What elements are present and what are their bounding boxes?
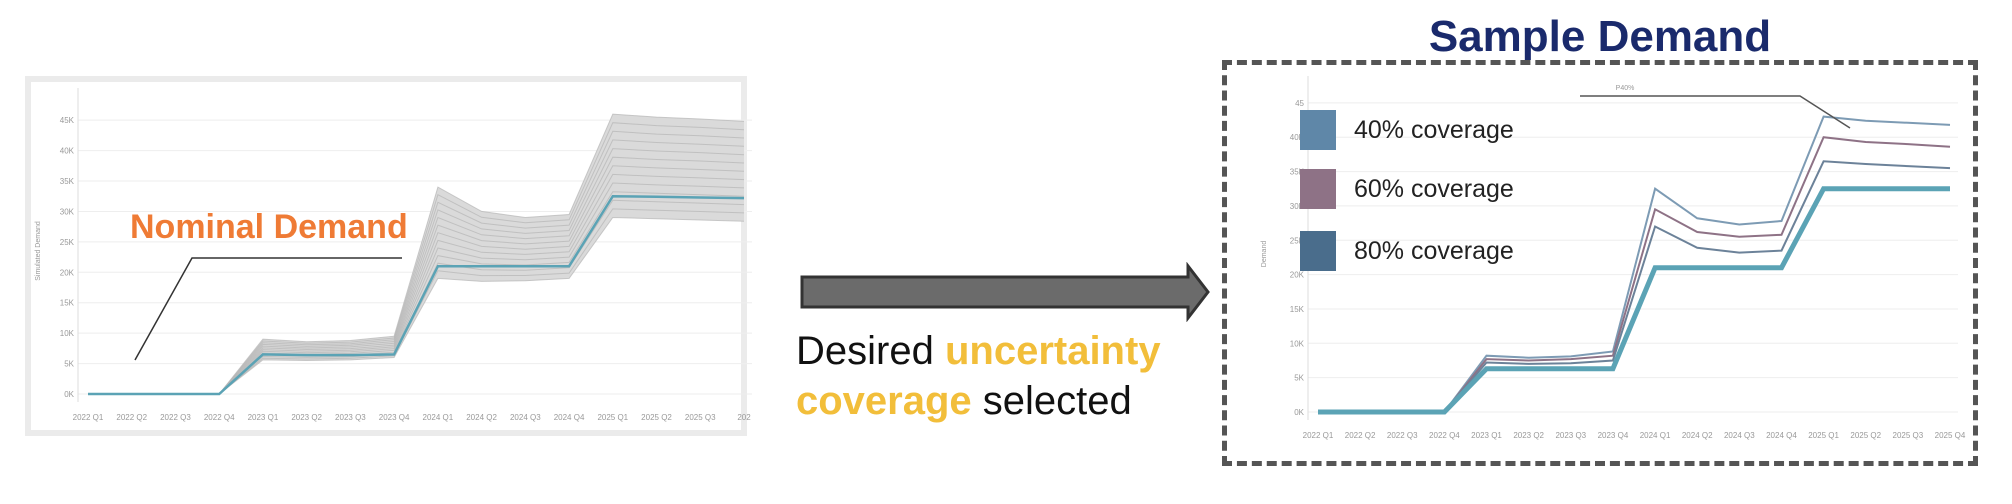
x-tick-label: 2025 Q1 [1808, 431, 1839, 440]
y-tick-label: 0K [64, 390, 74, 399]
y-tick-label: 40K [60, 147, 75, 156]
nominal-callout-line [134, 257, 402, 361]
annotation-callout-line [1580, 95, 1851, 129]
legend-label-80: 80% coverage [1354, 236, 1514, 265]
y-tick-label: 15K [60, 299, 75, 308]
caption-part2: selected [971, 379, 1132, 423]
y-tick-label: 35K [60, 177, 75, 186]
y-tick-label: 10K [60, 329, 75, 338]
x-tick-label: 2024 Q4 [1766, 431, 1797, 440]
x-tick-label: 2023 Q2 [291, 413, 322, 422]
x-tick-label: 2022 Q1 [73, 413, 104, 422]
nominal-demand-label: Nominal Demand [130, 208, 408, 246]
caption-accent-uncertainty: uncertainty [944, 329, 1161, 373]
y-tick-label: 20K [60, 268, 75, 277]
x-tick-label: 2022 Q3 [1387, 431, 1418, 440]
caption-text: Desired uncertainty coverage selected [796, 326, 1161, 426]
y-axis-title: Demand [1261, 241, 1268, 268]
nominal-demand-line [88, 194, 745, 396]
y-tick-label: 25K [60, 238, 75, 247]
y-tick-label: 30K [1290, 202, 1305, 211]
x-tick-label: 2023 Q1 [1471, 431, 1502, 440]
legend-swatch-40 [1300, 110, 1336, 150]
x-tick-label: 2025 Q3 [1893, 431, 1924, 440]
x-tick-label: 2023 Q3 [335, 413, 366, 422]
x-tick-label: 2024 Q3 [1724, 431, 1755, 440]
legend-swatch-80 [1300, 231, 1336, 271]
legend-label-40: 40% coverage [1354, 115, 1514, 144]
x-tick-label: 2025 Q2 [1850, 431, 1881, 440]
x-tick-label: 2023 Q2 [1513, 431, 1544, 440]
x-tick-label: 2025 Q4 [1935, 431, 1966, 440]
x-tick-label: 2023 Q1 [248, 413, 279, 422]
x-tick-label: 2025 Q3 [685, 413, 716, 422]
y-tick-label: 35K [1290, 168, 1305, 177]
right-arrow-icon [800, 262, 1210, 322]
legend-item-80: 80% coverage [1300, 231, 1514, 271]
x-tick-label: 2024 Q4 [554, 413, 585, 422]
x-tick-label: 2023 Q3 [1555, 431, 1586, 440]
y-tick-label: 10K [1290, 339, 1305, 348]
x-tick-label: 202 [737, 413, 751, 422]
x-tick-label: 2022 Q3 [160, 413, 191, 422]
x-tick-label: 2024 Q2 [466, 413, 497, 422]
y-axis-title: Simulated Demand [35, 221, 42, 281]
nominal-demand-line [1318, 186, 1950, 415]
x-tick-label: 2024 Q3 [510, 413, 541, 422]
legend-item-60: 60% coverage [1300, 169, 1514, 209]
sample-demand-chart-panel [1222, 60, 1978, 466]
y-tick-label: 25K [1290, 236, 1305, 245]
x-tick-label: 2022 Q1 [1303, 431, 1334, 440]
y-tick-label: 45 [1295, 99, 1304, 108]
x-tick-label: 2025 Q1 [597, 413, 628, 422]
caption-accent-coverage: coverage [796, 379, 972, 423]
x-tick-label: 2024 Q1 [423, 413, 454, 422]
legend-label-60: 60% coverage [1354, 174, 1514, 203]
x-tick-label: 2024 Q1 [1640, 431, 1671, 440]
sample-demand-title: Sample Demand [1428, 12, 1772, 61]
legend-swatch-60 [1300, 169, 1336, 209]
x-tick-label: 2023 Q4 [1598, 431, 1629, 440]
legend-item-40: 40% coverage [1300, 110, 1514, 150]
caption-part1: Desired [796, 329, 945, 373]
y-tick-label: 15K [1290, 305, 1305, 314]
y-tick-label: 5K [64, 360, 74, 369]
x-tick-label: 2022 Q4 [1429, 431, 1460, 440]
y-tick-label: 30K [60, 207, 75, 216]
x-tick-label: 2023 Q4 [379, 413, 410, 422]
y-tick-label: 45K [60, 116, 75, 125]
x-tick-label: 2022 Q2 [116, 413, 147, 422]
annotation-label: P40% [1616, 85, 1635, 92]
y-tick-label: 20K [1290, 271, 1305, 280]
x-tick-label: 2024 Q2 [1682, 431, 1713, 440]
x-tick-label: 2022 Q2 [1345, 431, 1376, 440]
y-tick-label: 0K [1294, 408, 1304, 417]
x-tick-label: 2025 Q2 [641, 413, 672, 422]
y-tick-label: 5K [1294, 374, 1304, 383]
simulation-band [88, 114, 744, 394]
y-tick-label: 40K [1290, 133, 1305, 142]
x-tick-label: 2022 Q4 [204, 413, 235, 422]
